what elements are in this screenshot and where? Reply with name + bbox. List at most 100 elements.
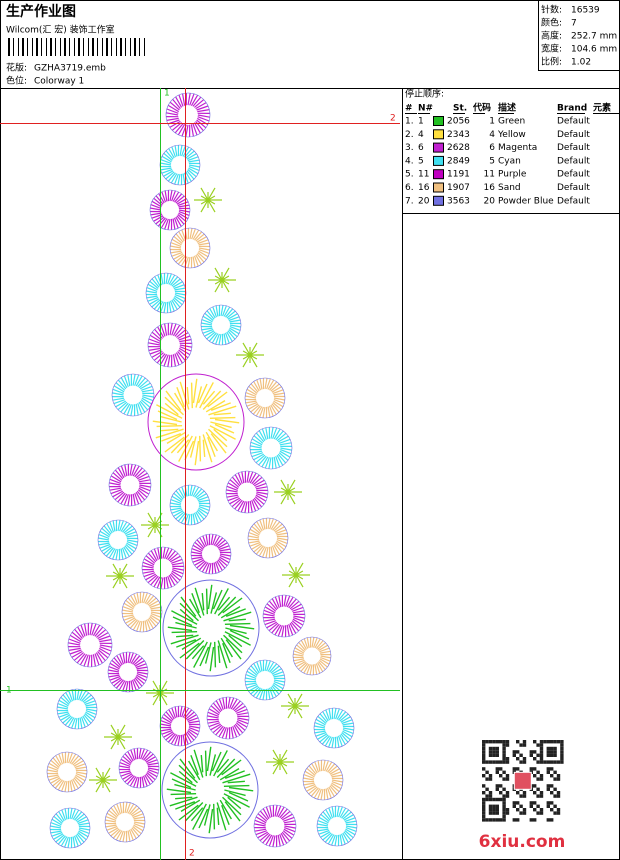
rosette (225, 470, 269, 514)
qr-cell (482, 740, 486, 744)
rosette-ring (97, 519, 139, 561)
qr-cell (482, 760, 486, 764)
qr-cell (522, 808, 527, 812)
design-value: GZHA3719.emb (34, 64, 106, 74)
qr-cell (553, 740, 557, 744)
qr-cell (550, 767, 554, 771)
qr-cell (502, 760, 506, 764)
row-description: Magenta (498, 143, 537, 153)
qr-cell (539, 746, 544, 751)
rosette (159, 705, 201, 747)
qr-cell (482, 811, 486, 815)
flower (167, 584, 255, 672)
qr-cell (550, 753, 554, 757)
rosette (49, 807, 91, 849)
qr-cell (519, 753, 523, 757)
bar (18, 38, 19, 56)
bar (22, 38, 24, 56)
qr-cell (488, 760, 493, 764)
stat-label: 比例: (541, 56, 562, 68)
qr-cell (485, 818, 489, 822)
qr-cell (492, 740, 496, 744)
qr-cell (519, 804, 523, 808)
rosette (97, 519, 139, 561)
qr-cell (546, 784, 550, 788)
star (281, 693, 309, 719)
qr-cell (499, 767, 503, 771)
flower (152, 378, 240, 466)
bar (50, 38, 52, 56)
qr-cell (539, 740, 544, 744)
qr-cell (482, 774, 486, 778)
rosette-ring (46, 751, 88, 793)
guide-label: 2 (189, 849, 195, 859)
qr-cell (495, 804, 499, 808)
qr-cell (488, 746, 493, 751)
rosette (108, 463, 152, 507)
qr-cell (505, 794, 510, 798)
bar (64, 38, 66, 56)
bar (130, 38, 131, 56)
rosette (206, 696, 250, 740)
qr-cell (485, 797, 489, 802)
qr-cell (505, 760, 510, 764)
rosette (169, 484, 211, 526)
rosette (111, 373, 155, 417)
qr-cell (550, 791, 554, 795)
row-brand: Default (557, 183, 590, 193)
swatch (433, 155, 444, 166)
qr-cell (482, 808, 486, 812)
rosette (169, 227, 211, 269)
rosette (67, 622, 113, 668)
qr-cell (502, 811, 506, 815)
bar (106, 38, 108, 56)
bar (36, 38, 38, 56)
stat-value: 1.02 (571, 58, 591, 68)
qr-cell (488, 794, 493, 798)
rosette-ring (244, 659, 286, 701)
qr-cell (553, 811, 557, 815)
qr-cell (560, 750, 564, 754)
rosette (141, 546, 185, 590)
bar (102, 38, 103, 56)
rosette (249, 426, 293, 470)
qr-cell (533, 801, 537, 805)
bar (139, 38, 140, 56)
bar (92, 38, 94, 56)
table-title: 停止顺序: (405, 88, 444, 100)
qr-cell (499, 740, 503, 744)
rosette-ring (165, 92, 211, 138)
qr-cell (495, 740, 499, 744)
rosette (302, 759, 344, 801)
qr-cell (516, 791, 520, 795)
row-description: Yellow (497, 130, 526, 140)
qr-cell (533, 774, 537, 778)
qr-cell (519, 811, 523, 815)
rosette-ring (253, 804, 297, 848)
qr-cell (502, 770, 506, 774)
qr-cell (495, 787, 499, 791)
row-code: 1 (489, 117, 495, 127)
stat-label: 颜色: (541, 17, 562, 29)
rosette-ring (169, 227, 211, 269)
qr-cell (495, 753, 499, 757)
qr-cell (505, 740, 510, 744)
qr-cell (529, 767, 533, 771)
qr-cell (488, 818, 493, 822)
qr-cell (482, 750, 486, 754)
qr-cell (539, 791, 544, 795)
qr-cell (502, 746, 506, 751)
barcode (8, 38, 145, 56)
swatch (433, 142, 444, 153)
qr-cell (485, 770, 489, 774)
qr-cell (550, 740, 554, 744)
rosette (46, 751, 88, 793)
row-brand: Default (557, 196, 590, 206)
row-brand: Default (557, 130, 590, 140)
bar (144, 38, 145, 56)
qr-cell (488, 811, 493, 815)
column-header: St. (453, 104, 467, 114)
qr-cell (488, 753, 493, 757)
rosette (253, 804, 297, 848)
